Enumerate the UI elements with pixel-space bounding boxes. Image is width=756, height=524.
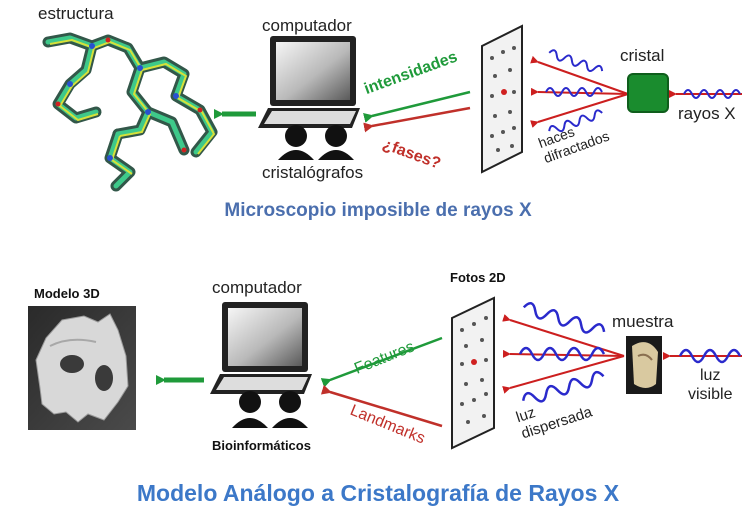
- diffracted-beams-top: [530, 49, 629, 133]
- computer-icon: [210, 302, 312, 394]
- scattered-beams-bottom: [502, 302, 625, 403]
- caption-top: Microscopio imposible de rayos X: [224, 200, 532, 221]
- visible-light-label-line1: luz: [700, 367, 721, 384]
- detector-plate-icon: [451, 296, 495, 450]
- photos-label: Fotos 2D: [450, 270, 506, 285]
- crystal-icon: [627, 73, 669, 113]
- sample-photo-icon: [626, 336, 662, 394]
- phases-arrow: [363, 106, 471, 133]
- crystal-label: cristal: [620, 46, 665, 65]
- molecule-icon: [42, 32, 218, 192]
- visible-light-beam: [663, 348, 742, 364]
- person-icon: [278, 125, 354, 160]
- computer-label-bottom: computador: [212, 278, 302, 297]
- features-arrow: [320, 336, 443, 388]
- people-label-top: cristalógrafos: [262, 163, 364, 182]
- landmarks-arrow: [320, 384, 443, 428]
- xray-beam: [669, 89, 742, 99]
- computer-label-top: computador: [262, 16, 352, 35]
- caption-bottom: Modelo Análogo a Cristalografía de Rayos…: [136, 480, 620, 506]
- skull-icon: [28, 306, 136, 430]
- model-label: Modelo 3D: [34, 286, 100, 301]
- structure-label: estructura: [38, 4, 114, 23]
- xrays-label: rayos X: [678, 104, 736, 123]
- detector-plate-icon: [481, 24, 523, 174]
- sample-label: muestra: [612, 312, 674, 331]
- computer-icon: [258, 36, 360, 128]
- visible-light-label-line2: visible: [688, 386, 733, 403]
- intensities-arrow: [363, 90, 471, 123]
- person-icon: [232, 391, 308, 428]
- visible-light-label: luz visible: [688, 366, 732, 404]
- people-label-bottom: Bioinformáticos: [212, 438, 311, 453]
